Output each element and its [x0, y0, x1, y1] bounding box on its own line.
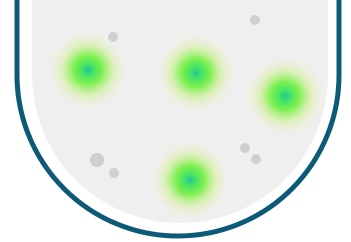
colony	[245, 56, 325, 136]
colony	[48, 30, 128, 110]
petri-illustration	[0, 0, 351, 242]
particle	[109, 168, 119, 178]
particle	[250, 15, 260, 25]
colony	[156, 33, 236, 113]
particle	[90, 153, 104, 167]
particle	[240, 143, 250, 153]
colony	[150, 140, 230, 220]
particle	[251, 154, 261, 164]
